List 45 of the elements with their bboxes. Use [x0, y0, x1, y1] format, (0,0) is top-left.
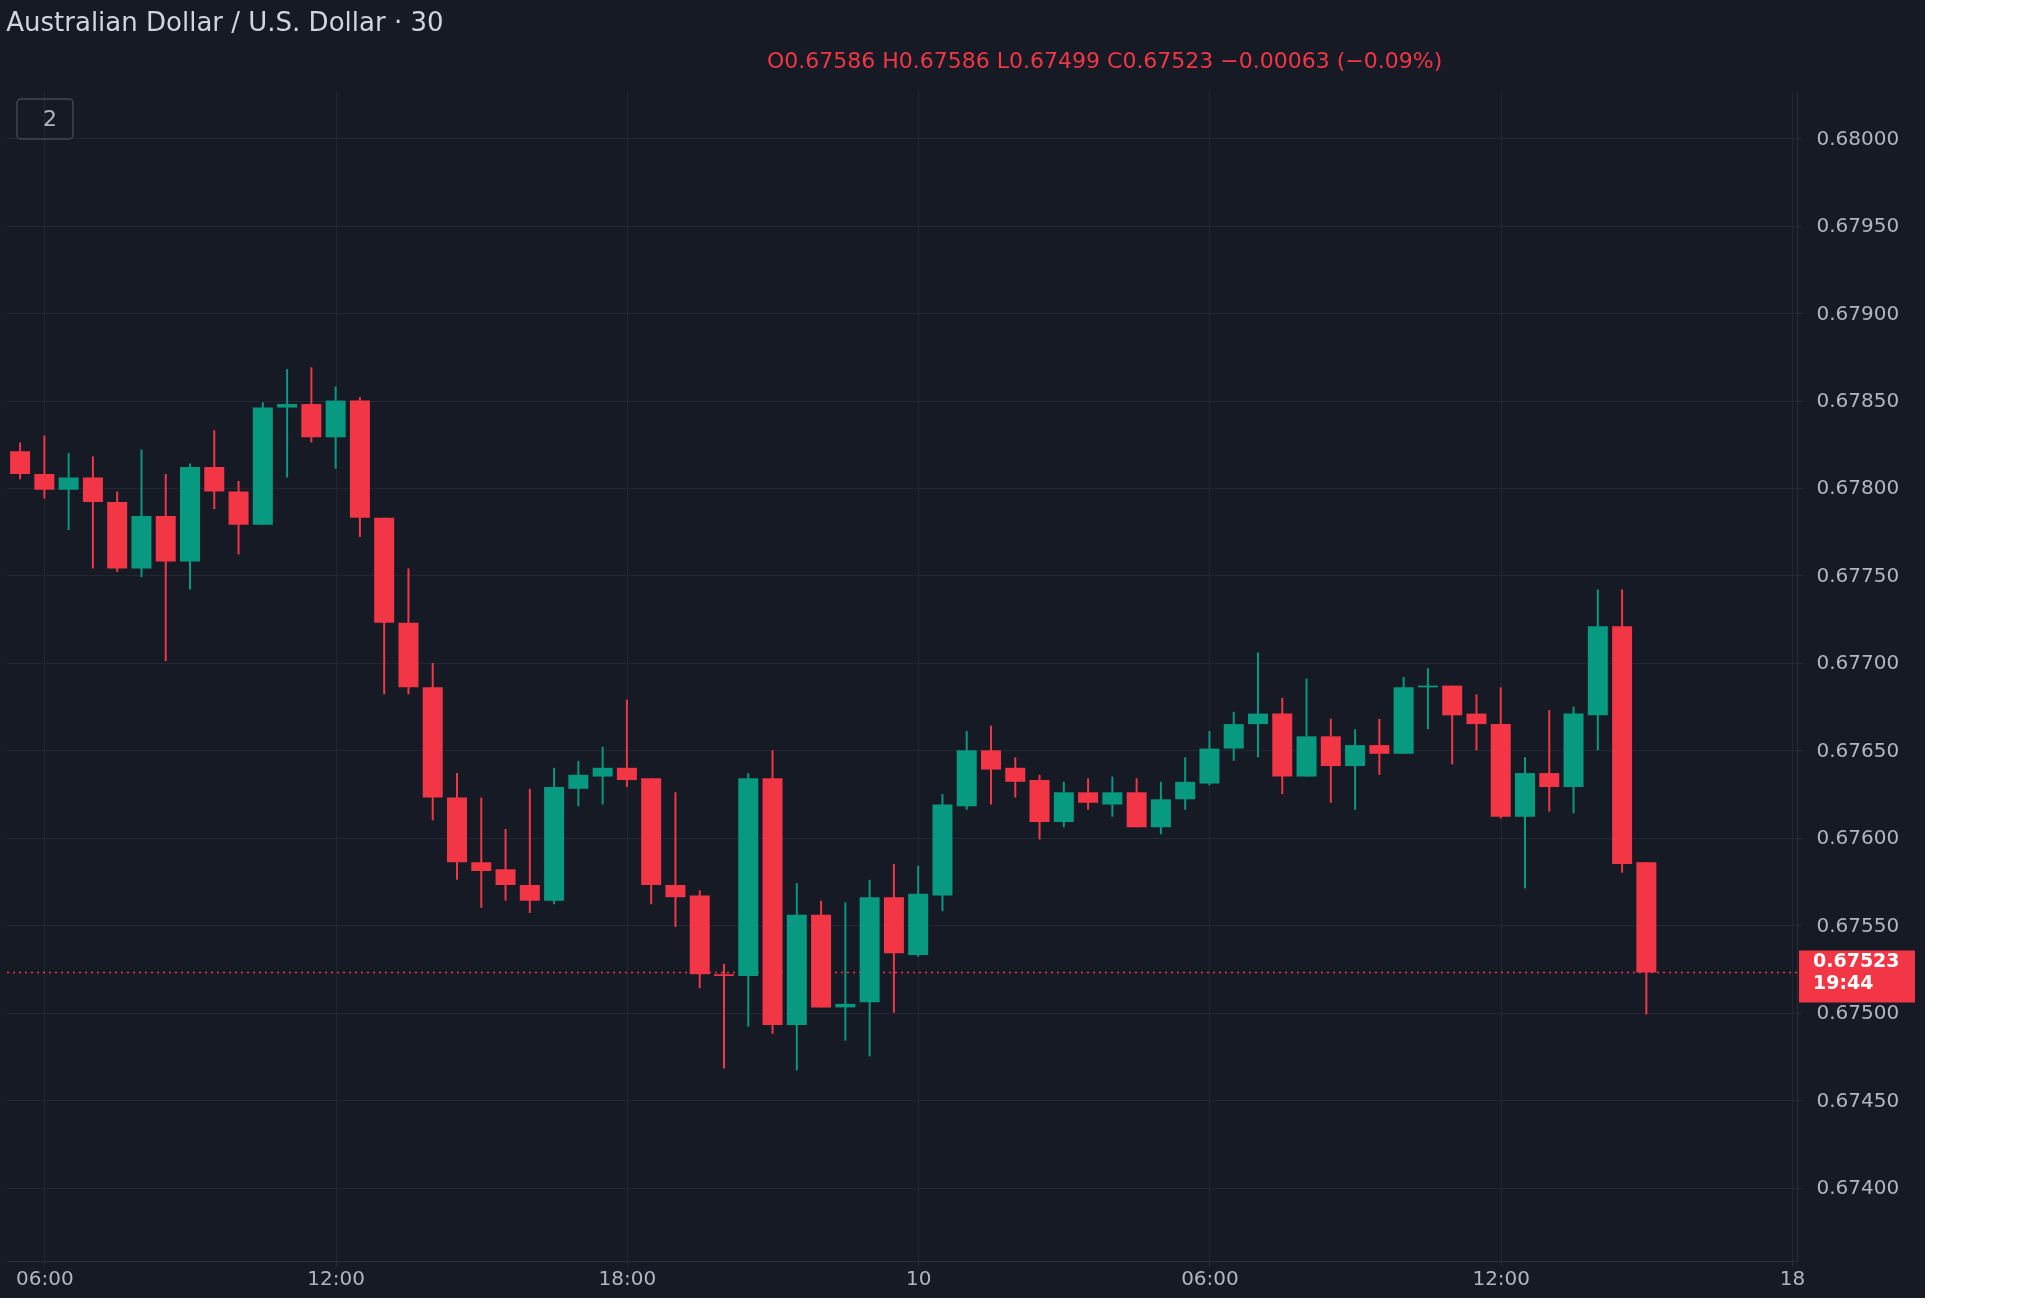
- candlestick: [1102, 775, 1123, 818]
- candlestick: [1466, 693, 1487, 752]
- candlestick: [1078, 777, 1099, 811]
- y-tick-label: 0.68000: [1816, 125, 1900, 150]
- candlestick: [1248, 651, 1268, 759]
- candlestick: [495, 828, 516, 902]
- x-tick-label: 06:00: [16, 1265, 74, 1290]
- candlestick: [1369, 717, 1390, 776]
- candlestick: [1175, 756, 1196, 811]
- candlestick: [10, 441, 31, 481]
- y-tick-label: 0.67950: [1816, 213, 1900, 238]
- candlestick: [1005, 756, 1026, 799]
- candlestick: [592, 745, 613, 806]
- candlestick: [34, 434, 55, 500]
- candlestick: [277, 368, 298, 479]
- y-tick-label: 0.67600: [1816, 825, 1900, 850]
- x-tick-label: 06:00: [1181, 1265, 1239, 1290]
- candlestick: [471, 796, 492, 909]
- candlestick: [981, 724, 1001, 806]
- x-tick-label: 10: [905, 1265, 932, 1290]
- y-tick-label: 0.67500: [1816, 1000, 1900, 1025]
- y-tick-label: 0.67550: [1816, 912, 1900, 937]
- text: O0.67586 H0.67586 L0.67499 C0.67523 −0.00063 (−0.09%): [767, 48, 1443, 73]
- x-tick-label: 18:00: [598, 1265, 657, 1290]
- annotation: 2: [43, 106, 57, 131]
- candlestick: [665, 791, 686, 928]
- candlestick: [519, 787, 540, 914]
- x-tick-label: 12:00: [307, 1265, 365, 1290]
- candlestick: [1539, 709, 1560, 813]
- candlestick: [1345, 728, 1366, 811]
- y-tick-label: 0.67650: [1816, 737, 1900, 762]
- x-tick-label: 12:00: [1472, 1265, 1531, 1290]
- candlestick: [568, 759, 589, 808]
- y-tick-label: 0.67900: [1816, 300, 1900, 325]
- candlestick: [58, 452, 79, 531]
- x-tick-label: 18: [1779, 1265, 1806, 1290]
- y-tick-label: 0.67750: [1816, 562, 1900, 587]
- y-tick-label: 0.67850: [1816, 388, 1900, 413]
- y-tick-label: 0.67400: [1816, 1175, 1900, 1200]
- y-tick-label: 0.67450: [1816, 1087, 1900, 1112]
- y-tick-label: 0.67700: [1816, 650, 1900, 675]
- y-tick-label: 0.67800: [1816, 475, 1900, 500]
- chart-title: Australian Dollar / U.S. Dollar · 30: [6, 7, 444, 37]
- candlestick: [616, 698, 637, 789]
- ref-line-label: 0.67523 19:44: [1813, 949, 1900, 994]
